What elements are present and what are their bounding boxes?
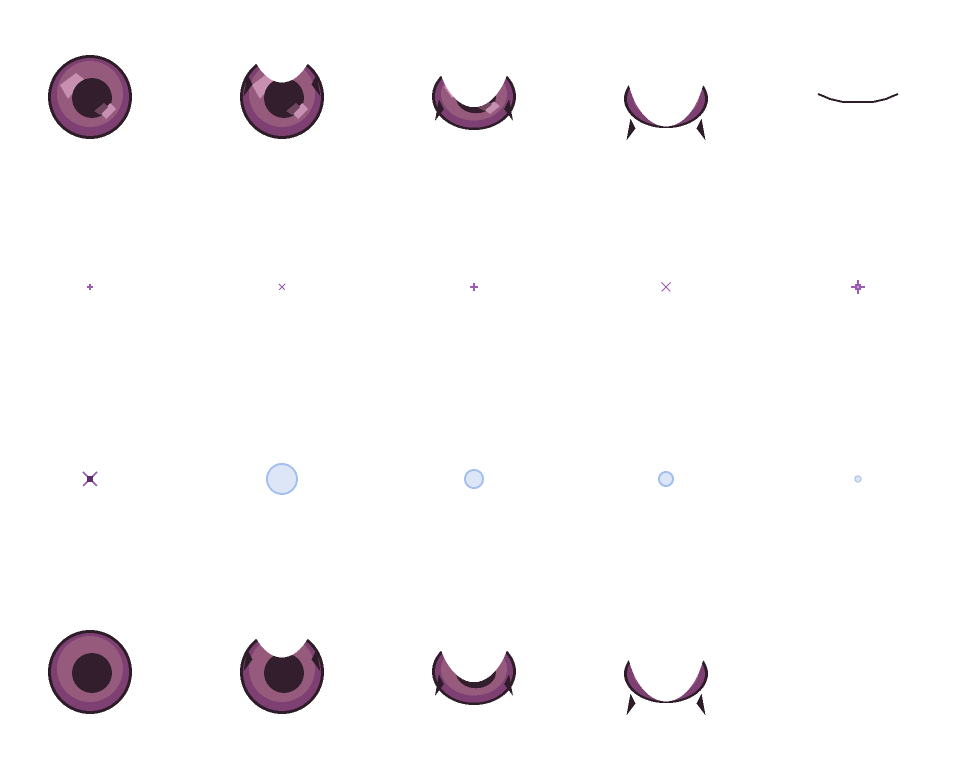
- sparkle-frame-3: [470, 283, 478, 291]
- eyelid-corners: [434, 674, 514, 697]
- eye-highlight-small: [676, 103, 692, 115]
- eye-highlight: [252, 73, 276, 99]
- eyelid-corners: [243, 649, 321, 672]
- eye-blink-plain-frame-2: [240, 630, 324, 714]
- eye-pupil: [264, 653, 304, 693]
- sparkle-bubble-frame-4: [658, 471, 674, 487]
- sparkle-bubble-frame-3: [464, 469, 484, 489]
- eye-highlight-small: [484, 101, 500, 115]
- eye-pupil: [648, 660, 688, 689]
- sparkle-bubble-frame-5: [854, 475, 862, 483]
- eye-highlight-small: [100, 103, 116, 119]
- eye-blink-shiny-frame-5: [817, 93, 899, 103]
- bubble: [854, 475, 862, 483]
- bubble: [266, 463, 298, 495]
- bubble: [464, 469, 484, 489]
- eyelid-corners: [626, 118, 706, 141]
- eye-highlight: [60, 73, 84, 99]
- eye-blink-plain-frame-3: [432, 637, 516, 706]
- eye-highlight: [444, 77, 468, 99]
- eyelid-corners: [243, 74, 321, 97]
- eyelid-corners: [626, 693, 706, 716]
- sparkle-frame-4: [661, 282, 671, 292]
- eye-pupil: [456, 656, 496, 689]
- closed-eye-line: [817, 93, 899, 103]
- eye-blink-shiny-frame-4: [624, 69, 708, 129]
- eye-blink-plain-frame-4: [624, 644, 708, 704]
- bubble: [658, 471, 674, 487]
- sparkle-frame-5: [851, 280, 865, 294]
- sparkle-bubble-frame-2: [266, 463, 298, 495]
- eye-highlight-small: [292, 103, 308, 119]
- sparkle-bubble-frame-1: [82, 471, 98, 487]
- eye-pupil: [72, 653, 112, 693]
- eye-blink-plain-frame-1: [48, 630, 132, 714]
- eye-blink-shiny-frame-2: [240, 55, 324, 139]
- eye-highlight: [636, 82, 660, 101]
- eyelid-corners: [434, 99, 514, 122]
- eye-blink-shiny-frame-1: [48, 55, 132, 139]
- sparkle-frame-2: [278, 283, 286, 291]
- sparkle-frame-1: [87, 284, 93, 290]
- eye-blink-shiny-frame-3: [432, 62, 516, 131]
